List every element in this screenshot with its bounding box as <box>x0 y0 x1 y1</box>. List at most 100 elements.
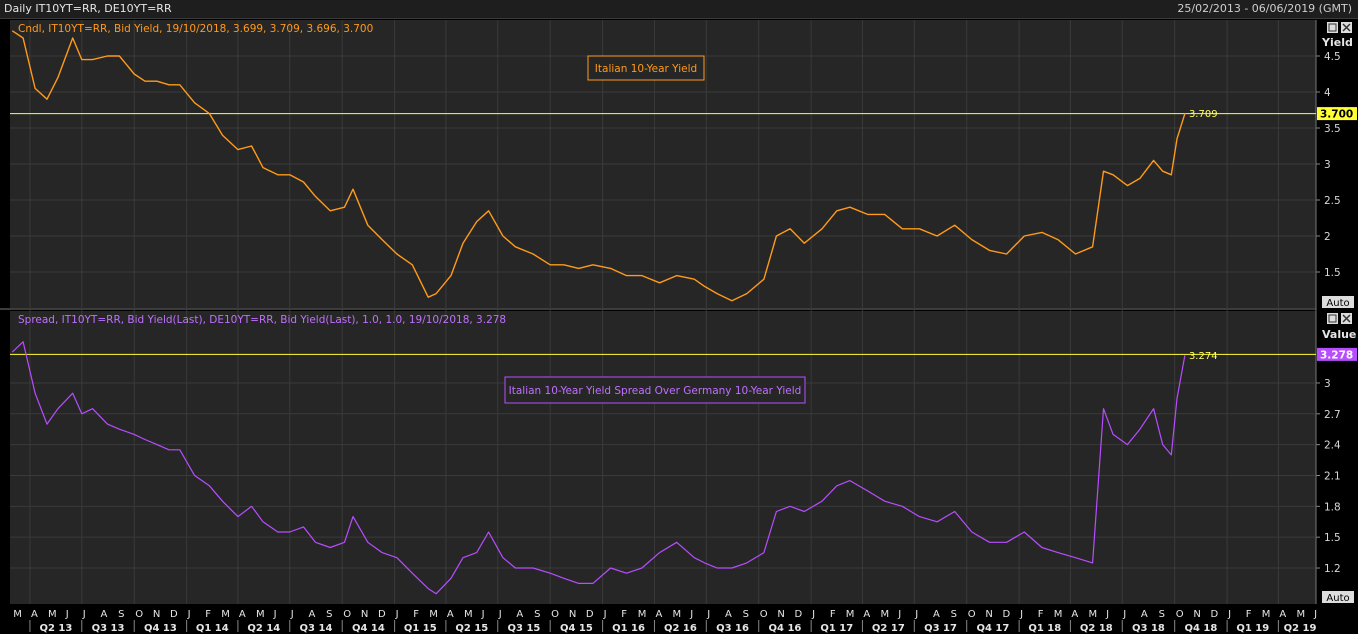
bottom-auto-button[interactable] <box>1322 591 1354 603</box>
bottom-last-value-text: 3.278 <box>1320 349 1353 361</box>
x-month-label: A <box>516 609 523 620</box>
x-month-label: J <box>481 609 485 620</box>
x-month-label: M <box>881 609 890 620</box>
x-month-label: D <box>378 609 386 620</box>
x-quarter-label: Q1 16 <box>612 623 645 634</box>
x-month-label: S <box>951 609 957 620</box>
x-month-label: N <box>153 609 160 620</box>
x-month-label: A <box>1279 609 1286 620</box>
top-y-tick-label: 2.5 <box>1324 195 1341 207</box>
bottom-y-tick-label: 2.7 <box>1324 409 1341 421</box>
x-month-label: A <box>725 609 732 620</box>
x-month-label: J <box>689 609 693 620</box>
x-month-label: D <box>586 609 594 620</box>
x-month-label: N <box>985 609 992 620</box>
x-month-label: M <box>429 609 438 620</box>
x-month-label: F <box>830 609 836 620</box>
x-month-label: F <box>413 609 419 620</box>
x-month-label: N <box>777 609 784 620</box>
bottom-auto-label[interactable]: Auto <box>1326 593 1349 604</box>
x-month-label: S <box>326 609 332 620</box>
x-month-label: M <box>846 609 855 620</box>
window-header: Daily IT10YT=RR, DE10YT=RR 25/02/2013 - … <box>0 0 1358 19</box>
x-month-label: J <box>273 609 277 620</box>
x-quarter-label: Q4 16 <box>769 623 802 634</box>
x-quarter-label: Q1 18 <box>1028 623 1061 634</box>
x-quarter-label: Q2 19 <box>1284 623 1317 634</box>
x-month-label: J <box>498 609 502 620</box>
x-month-label: J <box>1019 609 1023 620</box>
x-month-label: J <box>395 609 399 620</box>
x-month-label: O <box>551 609 559 620</box>
x-month-label: M <box>48 609 57 620</box>
x-month-label: M <box>13 609 22 620</box>
spread-series <box>11 341 1186 595</box>
x-quarter-label: Q4 14 <box>352 623 385 634</box>
x-month-label: J <box>1313 609 1317 620</box>
maximize-icon[interactable] <box>1327 22 1338 33</box>
x-month-label: J <box>187 609 191 620</box>
x-month-label: A <box>100 609 107 620</box>
top-auto-label[interactable]: Auto <box>1326 298 1349 309</box>
x-month-label: S <box>743 609 749 620</box>
x-month-label: J <box>1105 609 1109 620</box>
x-month-label: M <box>673 609 682 620</box>
top-last-value-badge <box>1317 107 1357 121</box>
x-month-label: M <box>256 609 265 620</box>
x-month-label: S <box>534 609 540 620</box>
x-month-label: J <box>1122 609 1126 620</box>
top-y-tick-label: 3.5 <box>1324 123 1341 135</box>
x-month-label: J <box>603 609 607 620</box>
x-month-label: J <box>82 609 86 620</box>
x-month-label: D <box>170 609 178 620</box>
bottom-last-value-badge <box>1317 347 1357 361</box>
top-window-controls[interactable] <box>1327 22 1352 33</box>
x-month-label: S <box>118 609 124 620</box>
x-month-label: F <box>205 609 211 620</box>
x-month-label: J <box>290 609 294 620</box>
top-annotation: Italian 10-Year Yield <box>595 63 697 75</box>
x-quarter-label: Q3 13 <box>92 623 125 634</box>
x-month-label: M <box>638 609 647 620</box>
x-month-label: A <box>239 609 246 620</box>
x-month-label: N <box>361 609 368 620</box>
x-month-label: M <box>1296 609 1305 620</box>
top-y-tick-labels: 1.5 2 2.5 3 3.5 4 4.5 <box>1316 51 1341 279</box>
bottom-panel-background <box>10 311 1316 604</box>
x-month-label: O <box>968 609 976 620</box>
x-quarter-label: Q1 14 <box>196 623 229 634</box>
bottom-y-tick-label: 2.1 <box>1324 470 1341 482</box>
x-quarter-label: Q2 18 <box>1080 623 1113 634</box>
x-quarter-label: Q3 17 <box>924 623 957 634</box>
x-month-label: M <box>1089 609 1098 620</box>
x-month-label: M <box>464 609 473 620</box>
x-month-label: A <box>1071 609 1078 620</box>
maximize-icon[interactable] <box>1327 313 1338 324</box>
bottom-y-tick-label: 2.4 <box>1324 440 1341 452</box>
bottom-y-tick-label: 1.2 <box>1324 563 1341 575</box>
x-month-label: A <box>308 609 315 620</box>
italian-yield-series <box>11 30 1186 302</box>
x-month-label: A <box>933 609 940 620</box>
close-icon-glyph <box>1342 23 1351 32</box>
x-month-label: D <box>794 609 802 620</box>
x-quarter-label: Q1 19 <box>1236 623 1269 634</box>
chart-canvas[interactable]: Cndl, IT10YT=RR, Bid Yield, 19/10/2018, … <box>0 18 1358 634</box>
top-auto-button[interactable] <box>1322 296 1354 308</box>
x-month-label: A <box>863 609 870 620</box>
x-month-label: N <box>1193 609 1200 620</box>
top-y-tick-label: 4 <box>1324 87 1331 99</box>
bottom-y-tick-label: 3 <box>1324 378 1331 390</box>
bottom-y-tick-label: 1.5 <box>1324 532 1341 544</box>
close-icon-glyph <box>1342 314 1351 323</box>
x-month-label: J <box>897 609 901 620</box>
x-quarter-label: Q3 18 <box>1132 623 1165 634</box>
x-quarter-label: Q2 16 <box>664 623 697 634</box>
x-month-label: O <box>760 609 768 620</box>
x-quarter-label: Q2 15 <box>455 623 488 634</box>
bottom-window-controls[interactable] <box>1327 313 1352 324</box>
x-month-label: A <box>655 609 662 620</box>
bottom-legend: Spread, IT10YT=RR, Bid Yield(Last), DE10… <box>18 314 506 326</box>
x-quarter-label: Q2 13 <box>39 623 72 634</box>
x-quarter-label: Q4 15 <box>560 623 593 634</box>
